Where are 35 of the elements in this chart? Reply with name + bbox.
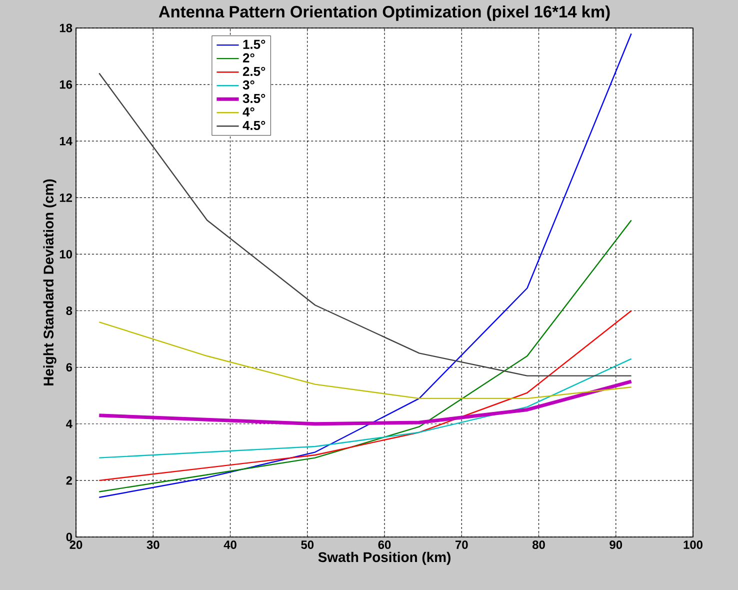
y-tick-label: 10 — [60, 250, 72, 258]
line-series — [98, 220, 632, 492]
chart-title: Antenna Pattern Orientation Optimization (pixel 16*14 km) — [158, 6, 610, 21]
y-tick-label: 8 — [66, 306, 72, 315]
line-series — [98, 33, 632, 498]
x-tick-label: 100 — [684, 540, 702, 549]
legend-label: 3° — [242, 80, 254, 90]
x-tick-label: 60 — [378, 540, 391, 549]
y-tick-label: 16 — [60, 80, 72, 89]
x-tick-label: 30 — [146, 540, 160, 549]
line-series — [97, 380, 634, 426]
y-tick-label: 2 — [66, 476, 72, 485]
x-axis-title: Swath Position (km) — [318, 552, 450, 565]
y-tick-label: 18 — [60, 24, 72, 32]
legend-label: 4.5° — [242, 120, 266, 130]
x-tick-label: 50 — [301, 540, 314, 549]
y-axis-title: Height Standard Deviation (cm) — [43, 179, 56, 386]
y-tick-label: 14 — [60, 136, 72, 146]
y-tick-label: 4 — [66, 420, 72, 428]
x-tick-label: 70 — [456, 540, 468, 549]
legend-label: 2.5° — [242, 66, 266, 76]
y-tick-label: 0 — [66, 532, 72, 542]
y-tick-label: 12 — [60, 193, 72, 202]
x-tick-label: 90 — [610, 540, 622, 549]
legend-label: 4° — [242, 107, 254, 116]
legend-label: 3.5° — [242, 94, 266, 104]
y-tick-label: 6 — [66, 363, 72, 372]
x-tick-label: 40 — [224, 540, 236, 549]
x-tick-label: 80 — [532, 540, 545, 549]
x-tick-label: 20 — [70, 540, 82, 549]
line-series — [98, 321, 632, 400]
legend-label: 1.5° — [243, 40, 266, 49]
line-series — [98, 310, 632, 482]
line-series — [98, 358, 632, 458]
legend-label: 2° — [242, 53, 254, 62]
